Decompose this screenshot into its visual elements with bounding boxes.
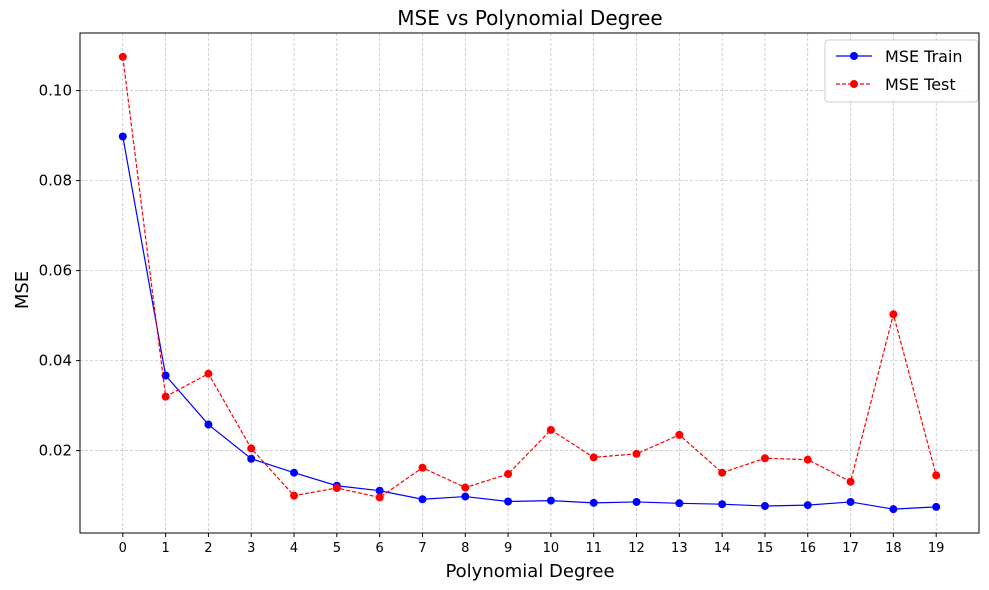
y-tick-label: 0.04 xyxy=(39,352,72,370)
data-point-mse-test xyxy=(118,52,127,61)
data-point-mse-test xyxy=(718,468,727,477)
x-tick-label: 13 xyxy=(671,541,688,556)
x-tick-label: 0 xyxy=(119,541,127,556)
series-line-mse-train xyxy=(122,136,937,510)
data-point-mse-train xyxy=(803,501,812,510)
data-point-mse-test xyxy=(247,444,256,453)
data-point-mse-test xyxy=(675,430,684,439)
data-point-mse-train xyxy=(504,497,513,506)
x-tick-label: 12 xyxy=(628,541,645,556)
x-tick-label: 7 xyxy=(418,541,426,556)
legend-label-mse-train: MSE Train xyxy=(885,47,963,66)
y-tick-label: 0.10 xyxy=(39,82,72,100)
x-tick-label: 14 xyxy=(714,541,731,556)
data-point-mse-test xyxy=(546,425,555,434)
data-point-mse-test xyxy=(204,369,213,378)
series-layer xyxy=(118,52,941,514)
data-point-mse-train xyxy=(418,495,427,504)
data-point-mse-test xyxy=(290,491,299,500)
x-tick-label: 6 xyxy=(376,541,384,556)
data-point-mse-test xyxy=(803,455,812,464)
x-axis-label: Polynomial Degree xyxy=(445,561,614,582)
data-point-mse-test xyxy=(846,477,855,486)
data-point-mse-train xyxy=(675,499,684,508)
data-point-mse-train xyxy=(161,371,170,380)
x-tick-label: 10 xyxy=(543,541,560,556)
data-point-mse-test xyxy=(332,483,341,492)
x-tick-label: 8 xyxy=(461,541,469,556)
data-point-mse-train xyxy=(632,497,641,506)
chart-title: MSE vs Polynomial Degree xyxy=(397,6,662,30)
data-point-mse-train xyxy=(846,497,855,506)
y-tick-label: 0.08 xyxy=(39,172,72,190)
data-point-mse-train xyxy=(118,132,127,141)
data-point-mse-test xyxy=(932,471,941,480)
data-point-mse-test xyxy=(375,493,384,502)
data-point-mse-test xyxy=(589,453,598,462)
legend-label-mse-test: MSE Test xyxy=(885,75,956,94)
series-line-mse-test xyxy=(122,56,937,499)
data-point-mse-train xyxy=(290,468,299,477)
data-point-mse-train xyxy=(932,502,941,511)
x-tick-label: 15 xyxy=(757,541,774,556)
data-point-mse-train xyxy=(760,501,769,510)
legend-marker-mse-test xyxy=(850,80,858,88)
data-point-mse-test xyxy=(889,310,898,319)
data-point-mse-train xyxy=(718,500,727,509)
data-point-mse-train xyxy=(461,492,470,501)
x-tick-label: 2 xyxy=(204,541,212,556)
x-tick-label: 19 xyxy=(928,541,945,556)
x-tick-label: 3 xyxy=(247,541,255,556)
x-tick-label: 18 xyxy=(885,541,902,556)
y-axis-label: MSE xyxy=(12,271,33,309)
data-point-mse-train xyxy=(247,454,256,463)
x-tick-label: 1 xyxy=(161,541,169,556)
x-tick-label: 11 xyxy=(585,541,602,556)
y-tick-label: 0.02 xyxy=(39,442,72,460)
data-point-mse-test xyxy=(760,454,769,463)
plot-area-frame xyxy=(79,32,980,534)
data-point-mse-test xyxy=(461,483,470,492)
x-tick-label: 4 xyxy=(290,541,298,556)
x-tick-label: 17 xyxy=(842,541,859,556)
data-point-mse-test xyxy=(632,449,641,458)
legend: MSE Train MSE Test xyxy=(824,39,979,103)
x-tick-label: 9 xyxy=(504,541,512,556)
data-point-mse-train xyxy=(589,498,598,507)
data-point-mse-train xyxy=(889,505,898,514)
axis-ticks: 0 1 2 3 4 5 6 7 8 9 10 11 12 13 14 15 16 17 18 190.020.040.… xyxy=(39,82,945,556)
data-point-mse-train xyxy=(546,496,555,505)
data-point-mse-train xyxy=(375,486,384,495)
y-tick-label: 0.06 xyxy=(39,262,72,280)
x-tick-label: 5 xyxy=(333,541,341,556)
x-tick-label: 16 xyxy=(799,541,816,556)
data-point-mse-test xyxy=(161,392,170,401)
data-point-mse-test xyxy=(504,470,513,479)
data-point-mse-test xyxy=(418,463,427,472)
data-point-mse-train xyxy=(204,420,213,429)
legend-marker-mse-train xyxy=(850,52,858,60)
